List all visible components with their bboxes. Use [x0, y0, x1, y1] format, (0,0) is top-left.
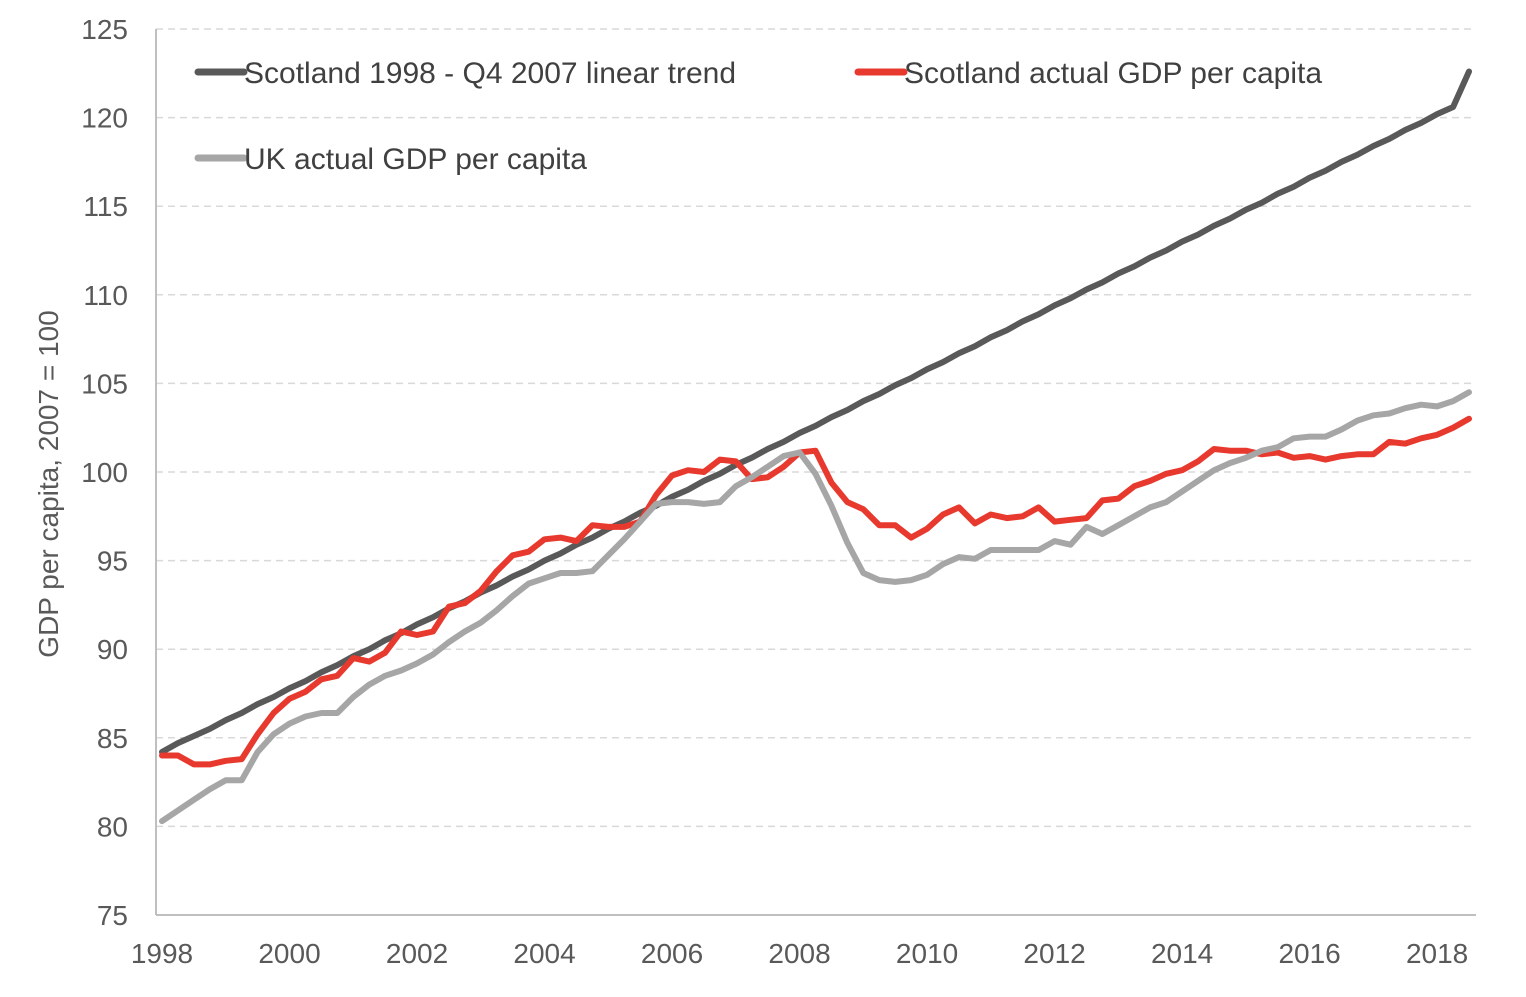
- x-tick-labels: 1998 2000 2002 2004 2006 2008 2010 2012 2014 2016…: [131, 938, 1468, 969]
- y-tick-label: 75: [97, 900, 128, 931]
- x-tick-label: 2014: [1151, 938, 1213, 969]
- legend-label-3: UK actual GDP per capita: [244, 143, 587, 176]
- series-line-2: [159, 415, 1472, 768]
- series-lines: [159, 68, 1472, 825]
- series-line-3: [159, 389, 1472, 825]
- x-tick-label: 2010: [896, 938, 958, 969]
- x-tick-label: 2012: [1023, 938, 1085, 969]
- y-tick-label: 80: [97, 811, 128, 842]
- x-tick-label: 1998: [131, 938, 193, 969]
- x-tick-label: 2016: [1278, 938, 1340, 969]
- legend-label-2: Scotland actual GDP per capita: [904, 57, 1322, 90]
- y-tick-label: 100: [81, 457, 128, 488]
- y-tick-label: 105: [81, 368, 128, 399]
- legend: Scotland 1998 - Q4 2007 linear trend Scot…: [194, 57, 1322, 176]
- x-tick-label: 2004: [513, 938, 575, 969]
- x-tick-label: 2018: [1406, 938, 1468, 969]
- y-tick-label: 125: [81, 14, 128, 45]
- y-tick-label: 110: [83, 280, 128, 311]
- x-tick-label: 2000: [258, 938, 320, 969]
- y-tick-label: 90: [97, 634, 128, 665]
- x-tick-label: 2008: [768, 938, 830, 969]
- legend-label-1: Scotland 1998 - Q4 2007 linear trend: [244, 57, 736, 90]
- x-tick-label: 2006: [641, 938, 703, 969]
- y-tick-label: 120: [81, 103, 128, 134]
- series-line-1: [159, 68, 1472, 755]
- y-axis-title: GDP per capita, 2007 = 100: [33, 310, 64, 657]
- x-tick-label: 2002: [386, 938, 448, 969]
- y-tick-label: 85: [97, 723, 128, 754]
- y-tick-label: 95: [97, 546, 128, 577]
- y-tick-labels: 75 80 85 90 95 100 105 110 115 120 125: [81, 14, 128, 931]
- y-tick-label: 115: [83, 191, 128, 222]
